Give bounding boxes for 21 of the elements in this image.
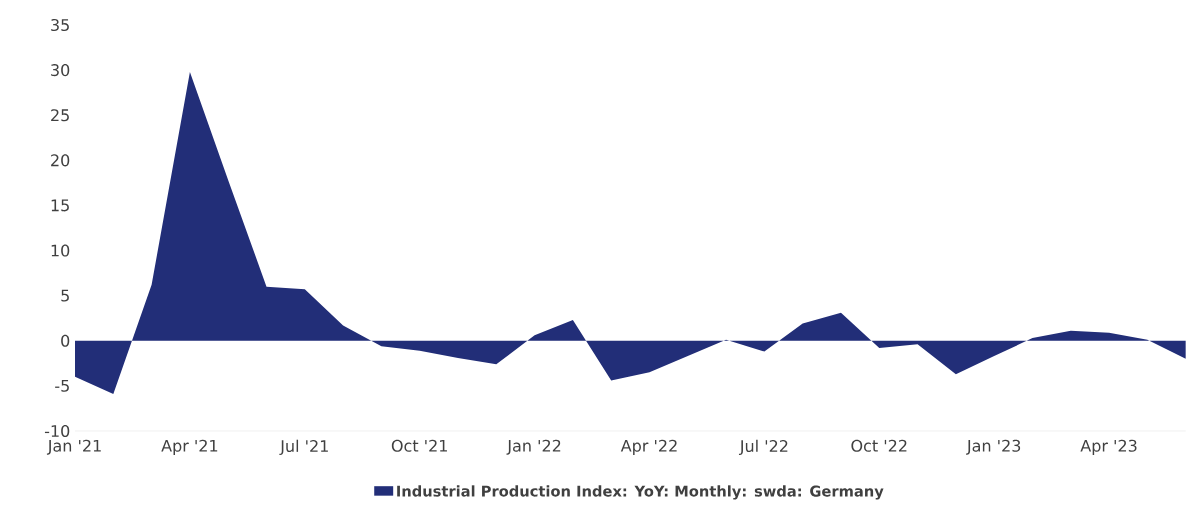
x-tick-label: Apr '21 — [161, 439, 218, 455]
y-tick-label: -10 — [44, 424, 70, 438]
y-tick-label: 5 — [61, 289, 69, 302]
y-tick-label: -5 — [55, 379, 69, 392]
y-tick-label: 30 — [51, 64, 70, 77]
y-tick-label: 20 — [51, 154, 70, 167]
x-tick-label: Jul '21 — [279, 439, 328, 456]
x-tick-label: Oct '22 — [851, 439, 907, 452]
x-tick-label: Jan '22 — [506, 439, 561, 455]
legend-label: Industrial Production Index: YoY: Monthly: swda: Germany — [397, 485, 884, 500]
x-tick-label: Apr '23 — [1080, 439, 1137, 455]
x-tick-label: Jul '22 — [738, 439, 788, 456]
x-tick-label: Oct '21 — [391, 439, 447, 452]
x-tick-label: Jan '21 — [46, 439, 101, 455]
x-tick-label: Jan '23 — [966, 439, 1021, 455]
y-tick-label: 10 — [51, 244, 70, 257]
y-tick-label: 25 — [51, 109, 69, 122]
y-tick-label: 15 — [51, 199, 69, 212]
y-tick-label: 35 — [51, 18, 69, 32]
x-tick-label: Apr '22 — [620, 439, 677, 455]
y-tick-label: 0 — [61, 334, 70, 347]
